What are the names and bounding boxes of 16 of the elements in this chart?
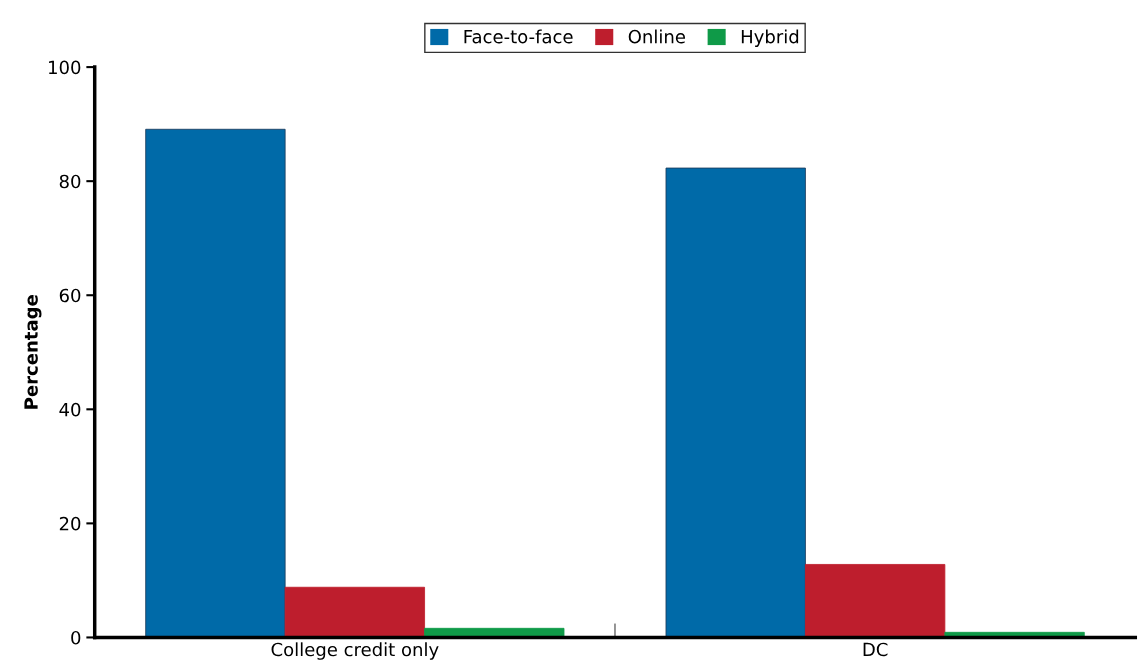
legend-label: Face-to-face	[464, 29, 573, 44]
bar	[145, 128, 286, 638]
bar	[284, 586, 425, 638]
x-tick-label: College credit only	[271, 642, 439, 660]
y-tick-label: 40	[59, 402, 81, 417]
y-axis-title: Percentage	[24, 295, 42, 409]
y-tick-label: 80	[59, 174, 81, 189]
legend-label: Hybrid	[741, 29, 799, 47]
bar	[805, 564, 946, 638]
bar	[665, 167, 806, 638]
y-tick-label: 0	[71, 630, 81, 645]
x-tick-label: DC	[863, 642, 888, 657]
y-tick-label: 100	[49, 60, 81, 75]
y-tick-label: 60	[59, 288, 81, 303]
legend-label: Online	[628, 29, 685, 44]
y-tick-label: 20	[59, 516, 81, 531]
